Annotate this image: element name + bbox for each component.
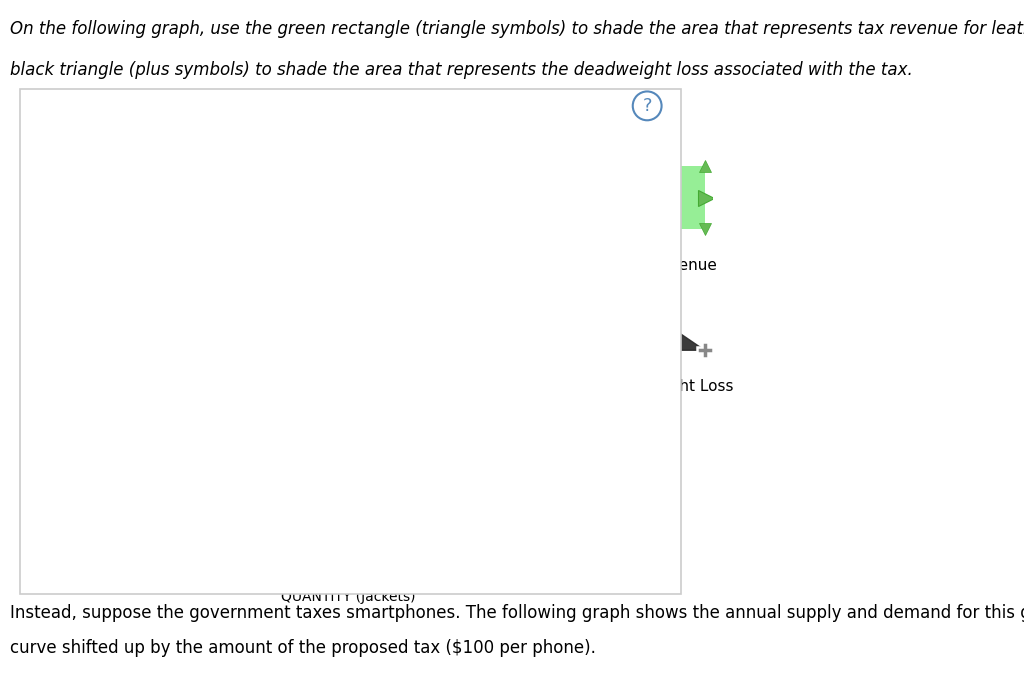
Text: ?: ? [642,97,652,115]
Text: Instead, suppose the government taxes smartphones. The following graph shows the: Instead, suppose the government taxes sm… [10,604,1024,622]
Text: S+Tax: S+Tax [248,208,291,221]
Title: Leather Jackets Market: Leather Jackets Market [240,122,457,141]
Bar [632,165,705,229]
Text: curve shifted up by the amount of the proposed tax ($100 per phone).: curve shifted up by the amount of the pr… [10,639,596,656]
Text: black triangle (plus symbols) to shade the area that represents the deadweight l: black triangle (plus symbols) to shade t… [10,61,913,79]
Text: $D_L$: $D_L$ [459,379,478,398]
Text: Supply: Supply [403,173,451,187]
Text: Tax Revenue: Tax Revenue [620,258,717,273]
Polygon shape [632,301,705,350]
Text: On the following graph, use the green rectangle (triangle symbols) to shade the : On the following graph, use the green re… [10,20,1024,38]
Text: Deadweight Loss: Deadweight Loss [603,378,733,393]
X-axis label: QUANTITY (Jackets): QUANTITY (Jackets) [281,589,416,604]
Y-axis label: PRICE (Dollars per jacket): PRICE (Dollars per jacket) [38,266,51,444]
Bar [92,287,220,389]
